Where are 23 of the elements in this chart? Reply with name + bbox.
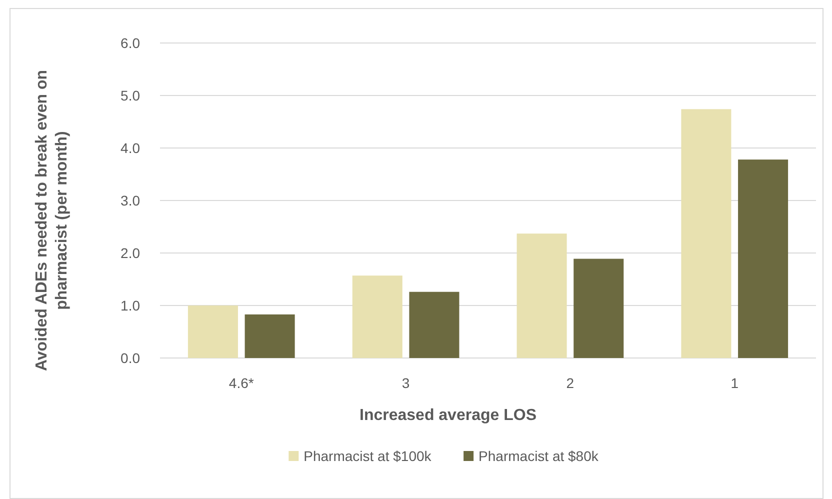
y-tick-label: 4.0 xyxy=(120,140,140,156)
y-tick-label: 2.0 xyxy=(120,244,140,261)
y-tick-label: 0.0 xyxy=(120,350,140,366)
x-tick-label: 3 xyxy=(402,375,410,391)
legend-label: Pharmacist at $80k xyxy=(478,448,600,464)
bar xyxy=(516,234,567,358)
y-tick-label: 3.0 xyxy=(120,192,140,208)
y-tick-label: 5.0 xyxy=(120,87,140,104)
y-tick-label: 1.0 xyxy=(120,297,140,314)
y-axis-title: Avoided ADEs needed to break even on pharmacist (per month) xyxy=(33,70,70,372)
bar xyxy=(352,276,402,358)
x-axis-title: Increased average LOS xyxy=(360,407,537,424)
y-tick-label: 6.0 xyxy=(120,34,140,51)
x-tick-label: 4.6* xyxy=(228,375,254,391)
bar xyxy=(681,109,732,358)
bar xyxy=(188,306,238,358)
bar xyxy=(409,292,460,358)
x-tick-label: 1 xyxy=(730,375,739,391)
bar xyxy=(244,314,295,358)
bar xyxy=(738,160,788,358)
bar xyxy=(574,258,624,358)
legend-label: Pharmacist at $100k xyxy=(304,448,432,464)
x-tick-label: 2 xyxy=(566,375,574,391)
